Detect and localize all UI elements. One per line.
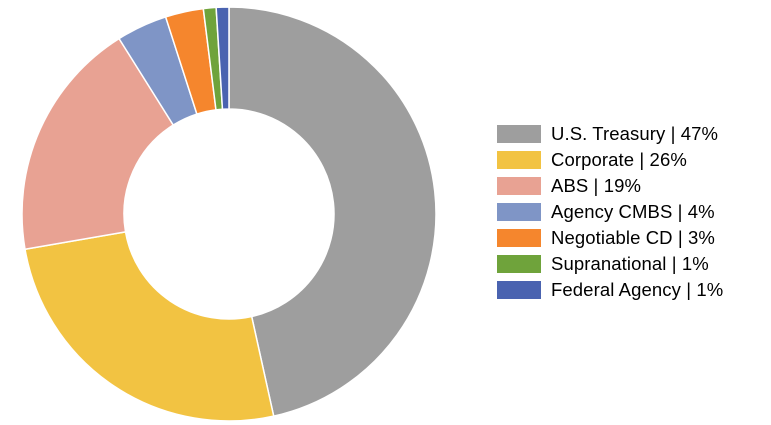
legend-label-corporate: Corporate | 26%	[551, 149, 687, 170]
legend-swatch-supranational	[497, 255, 541, 273]
chart-legend: U.S. Treasury | 47% Corporate | 26% ABS …	[497, 121, 723, 303]
legend-item-us-treasury: U.S. Treasury | 47%	[497, 121, 723, 147]
legend-swatch-negotiable-cd	[497, 229, 541, 247]
donut-slice-u-s-treasury	[228, 6, 437, 417]
legend-swatch-corporate	[497, 151, 541, 169]
legend-label-abs: ABS | 19%	[551, 175, 642, 196]
legend-label-negotiable-cd: Negotiable CD | 3%	[551, 227, 715, 248]
legend-item-corporate: Corporate | 26%	[497, 147, 723, 173]
legend-label-us-treasury: U.S. Treasury | 47%	[551, 123, 719, 144]
legend-item-abs: ABS | 19%	[497, 173, 723, 199]
legend-item-federal-agency: Federal Agency | 1%	[497, 277, 723, 303]
legend-item-supranational: Supranational | 1%	[497, 251, 723, 277]
legend-item-agency-cmbs: Agency CMBS | 4%	[497, 199, 723, 225]
donut-slice-abs	[21, 37, 174, 250]
legend-label-federal-agency: Federal Agency | 1%	[551, 279, 724, 300]
legend-swatch-federal-agency	[497, 281, 541, 299]
legend-swatch-agency-cmbs	[497, 203, 541, 221]
legend-swatch-abs	[497, 177, 541, 195]
donut-slice-federal-agency	[215, 6, 230, 110]
legend-swatch-us-treasury	[497, 125, 541, 143]
legend-item-negotiable-cd: Negotiable CD | 3%	[497, 225, 723, 251]
legend-label-agency-cmbs: Agency CMBS | 4%	[551, 201, 715, 222]
donut-slice-corporate	[24, 231, 275, 422]
legend-label-supranational: Supranational | 1%	[551, 253, 709, 274]
